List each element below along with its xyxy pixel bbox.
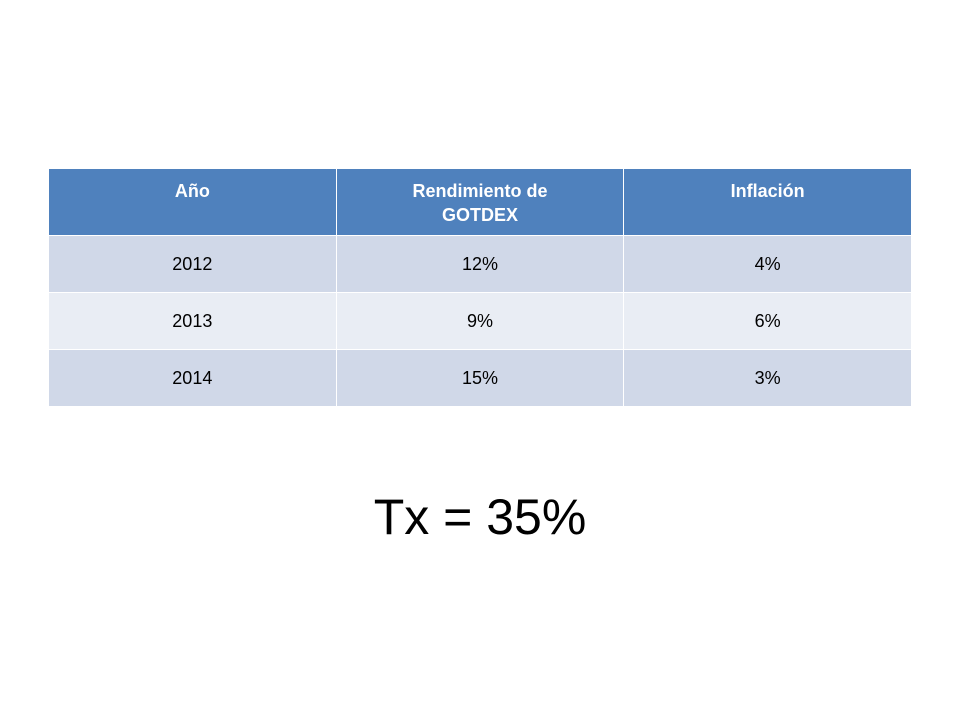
- table-row: 2014 15% 3%: [48, 349, 912, 407]
- cell: 4%: [623, 235, 912, 293]
- table-row: 2012 12% 4%: [48, 235, 912, 293]
- header-text: Rendimiento de GOTDEX: [412, 181, 548, 225]
- cell: 2013: [48, 292, 337, 350]
- formula: Tx = 35%: [373, 489, 587, 545]
- cell: 12%: [335, 235, 625, 293]
- cell: 15%: [335, 349, 625, 407]
- data-table: Año Rendimiento de GOTDEX Inflación 2012…: [48, 168, 912, 407]
- header-row: Año Rendimiento de GOTDEX Inflación: [48, 168, 912, 236]
- cell: 2014: [48, 349, 337, 407]
- header-cell: Inflación: [623, 168, 912, 236]
- header-cell: Año: [48, 168, 337, 236]
- header-cell: Rendimiento de GOTDEX: [335, 168, 625, 236]
- header-text: Inflación: [730, 181, 805, 201]
- cell: 2012: [48, 235, 337, 293]
- cell: 6%: [623, 292, 912, 350]
- header-text: Año: [174, 181, 210, 201]
- cell: 3%: [623, 349, 912, 407]
- cell: 9%: [335, 292, 625, 350]
- table-row: 2013 9% 6%: [48, 292, 912, 350]
